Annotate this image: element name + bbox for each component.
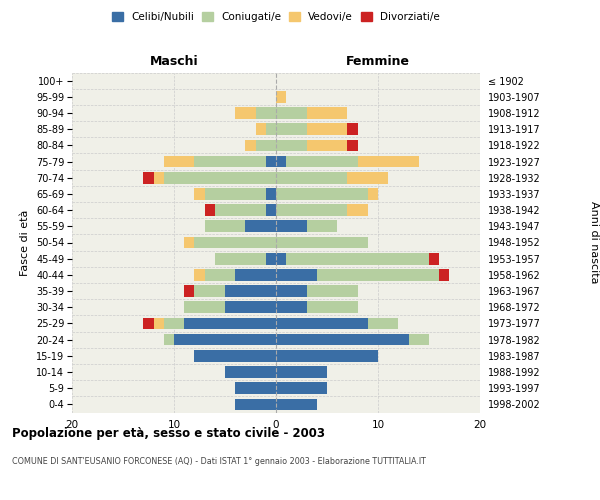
Bar bbox=[358, 156, 419, 168]
Bar bbox=[347, 204, 368, 216]
Bar bbox=[205, 204, 215, 216]
Bar bbox=[276, 107, 307, 119]
Bar bbox=[368, 318, 398, 330]
Bar bbox=[256, 124, 266, 135]
Bar bbox=[276, 172, 347, 184]
Bar bbox=[205, 269, 235, 280]
Bar bbox=[276, 269, 317, 280]
Bar bbox=[235, 382, 276, 394]
Text: Maschi: Maschi bbox=[149, 54, 199, 68]
Bar bbox=[205, 188, 266, 200]
Bar bbox=[286, 253, 429, 264]
Bar bbox=[276, 236, 368, 248]
Legend: Celibi/Nubili, Coniugati/e, Vedovi/e, Divorziati/e: Celibi/Nubili, Coniugati/e, Vedovi/e, Di… bbox=[110, 10, 442, 24]
Bar bbox=[276, 253, 286, 264]
Bar bbox=[266, 156, 276, 168]
Bar bbox=[245, 140, 256, 151]
Bar bbox=[307, 140, 347, 151]
Bar bbox=[164, 318, 184, 330]
Y-axis label: Fasce di età: Fasce di età bbox=[20, 210, 31, 276]
Bar bbox=[276, 124, 307, 135]
Bar bbox=[276, 285, 307, 297]
Bar bbox=[276, 204, 347, 216]
Bar bbox=[347, 140, 358, 151]
Bar bbox=[235, 398, 276, 410]
Bar bbox=[307, 124, 347, 135]
Bar bbox=[276, 382, 327, 394]
Bar bbox=[347, 124, 358, 135]
Bar bbox=[317, 269, 439, 280]
Bar bbox=[286, 156, 358, 168]
Bar bbox=[225, 366, 276, 378]
Bar bbox=[276, 334, 409, 345]
Bar bbox=[266, 204, 276, 216]
Bar bbox=[194, 285, 225, 297]
Bar bbox=[235, 269, 276, 280]
Bar bbox=[184, 236, 194, 248]
Bar bbox=[276, 398, 317, 410]
Bar bbox=[184, 285, 194, 297]
Bar bbox=[194, 188, 205, 200]
Bar bbox=[245, 220, 276, 232]
Bar bbox=[347, 172, 388, 184]
Bar bbox=[276, 156, 286, 168]
Bar bbox=[307, 302, 358, 313]
Bar bbox=[409, 334, 429, 345]
Bar bbox=[266, 253, 276, 264]
Bar bbox=[194, 236, 276, 248]
Bar bbox=[276, 366, 327, 378]
Bar bbox=[225, 285, 276, 297]
Bar bbox=[307, 107, 347, 119]
Bar bbox=[194, 269, 205, 280]
Bar bbox=[154, 318, 164, 330]
Bar bbox=[235, 107, 256, 119]
Bar bbox=[205, 220, 245, 232]
Bar bbox=[276, 350, 378, 362]
Bar bbox=[439, 269, 449, 280]
Text: Popolazione per età, sesso e stato civile - 2003: Popolazione per età, sesso e stato civil… bbox=[12, 428, 325, 440]
Bar bbox=[276, 188, 368, 200]
Bar bbox=[276, 318, 368, 330]
Text: COMUNE DI SANT'EUSANIO FORCONESE (AQ) - Dati ISTAT 1° gennaio 2003 - Elaborazion: COMUNE DI SANT'EUSANIO FORCONESE (AQ) - … bbox=[12, 458, 426, 466]
Bar bbox=[276, 220, 307, 232]
Text: Femmine: Femmine bbox=[346, 54, 410, 68]
Bar bbox=[266, 124, 276, 135]
Bar bbox=[307, 220, 337, 232]
Bar bbox=[276, 140, 307, 151]
Y-axis label: Anni di nascita: Anni di nascita bbox=[589, 201, 599, 283]
Bar bbox=[164, 172, 276, 184]
Bar bbox=[143, 318, 154, 330]
Bar bbox=[368, 188, 378, 200]
Bar bbox=[266, 188, 276, 200]
Bar bbox=[215, 253, 266, 264]
Bar bbox=[276, 91, 286, 102]
Bar bbox=[174, 334, 276, 345]
Bar bbox=[184, 302, 225, 313]
Bar bbox=[164, 156, 194, 168]
Bar bbox=[307, 285, 358, 297]
Bar bbox=[429, 253, 439, 264]
Bar bbox=[194, 350, 276, 362]
Bar bbox=[215, 204, 266, 216]
Bar bbox=[184, 318, 276, 330]
Bar bbox=[225, 302, 276, 313]
Bar bbox=[256, 107, 276, 119]
Bar bbox=[276, 302, 307, 313]
Bar bbox=[143, 172, 154, 184]
Bar bbox=[256, 140, 276, 151]
Bar bbox=[164, 334, 174, 345]
Bar bbox=[194, 156, 266, 168]
Bar bbox=[154, 172, 164, 184]
